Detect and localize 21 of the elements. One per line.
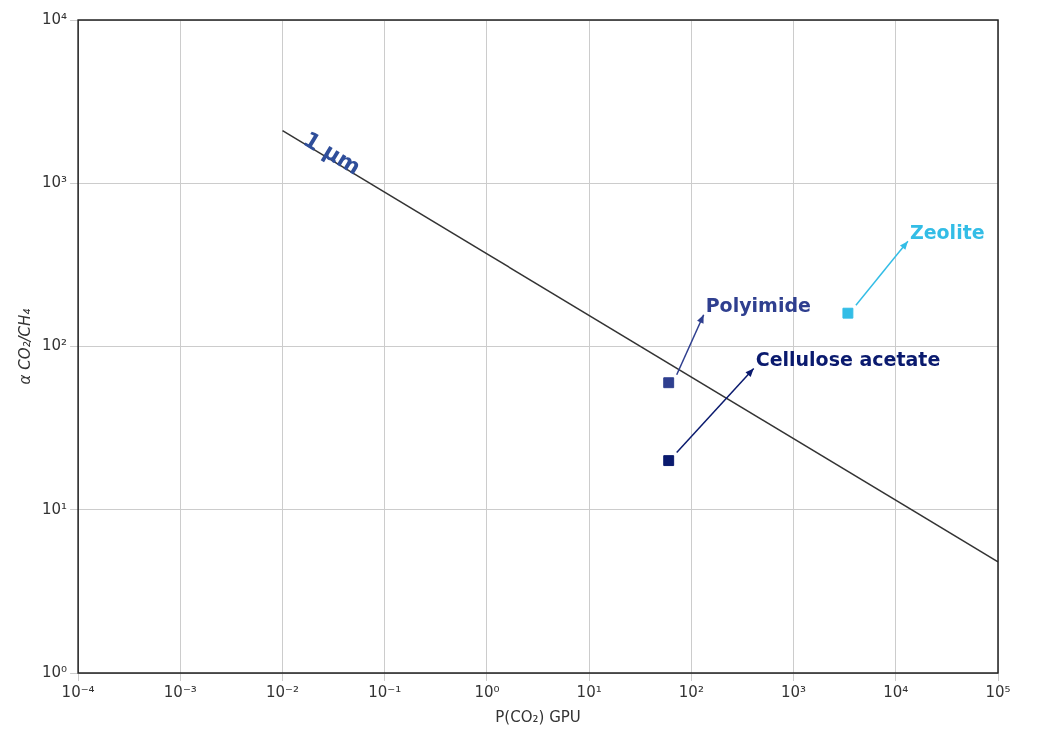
x-tick-label: 10² (678, 682, 704, 701)
x-tick-label: 10⁵ (985, 682, 1011, 701)
x-tick-label: 10⁰ (474, 682, 500, 701)
x-tick-label: 10⁻⁴ (61, 682, 95, 701)
x-tick-label: 10⁴ (883, 682, 909, 701)
annotation: 1 μm (299, 126, 366, 180)
text: Polyimide (705, 294, 811, 317)
x-tick-label: 10¹ (576, 682, 602, 701)
x-tick-label: 10⁻² (266, 682, 300, 701)
text: Cellulose acetate (755, 348, 941, 371)
x-axis-title: P(CO₂) GPU (495, 707, 581, 726)
x-tick-label: 10⁻³ (163, 682, 197, 701)
y-axis-title: α CO₂/CH₄ (15, 308, 34, 385)
x-tick-label: 10⁻¹ (368, 682, 402, 701)
y-tick-label: 10¹ (41, 499, 68, 518)
y-tick-label: 10⁰ (41, 662, 68, 681)
y-tick-label: 10⁴ (41, 9, 68, 28)
y-tick-label: 10² (41, 336, 68, 355)
x-tick-label: 10³ (781, 682, 807, 701)
text: Zeolite (909, 220, 985, 243)
y-tick-label: 10³ (41, 173, 68, 192)
